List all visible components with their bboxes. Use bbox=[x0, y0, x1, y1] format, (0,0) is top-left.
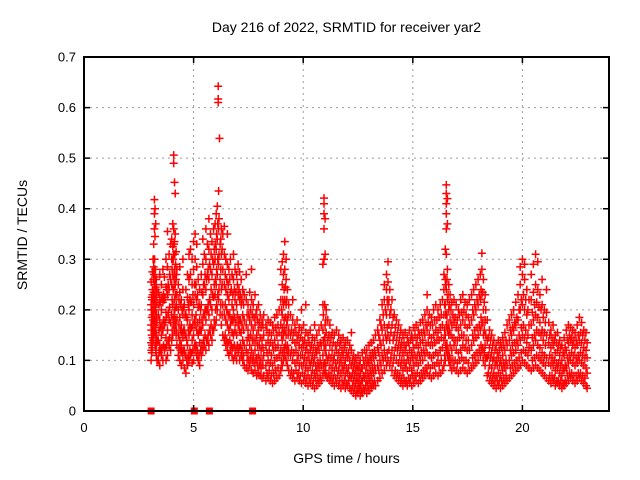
chart-title: Day 216 of 2022, SRMTID for receiver yar… bbox=[211, 19, 482, 35]
svg-text:0.2: 0.2 bbox=[58, 302, 76, 317]
x-tick-labels: 0 5 10 15 20 bbox=[80, 420, 529, 435]
plot-border-and-ticks bbox=[83, 56, 610, 412]
svg-text:5: 5 bbox=[190, 420, 197, 435]
x-axis-label: GPS time / hours bbox=[293, 450, 400, 466]
svg-text:20: 20 bbox=[515, 420, 529, 435]
svg-text:0.4: 0.4 bbox=[58, 201, 76, 216]
svg-text:0.7: 0.7 bbox=[58, 50, 76, 65]
svg-text:0.6: 0.6 bbox=[58, 100, 76, 115]
data-points bbox=[147, 82, 592, 400]
svg-text:10: 10 bbox=[296, 420, 310, 435]
svg-text:15: 15 bbox=[406, 420, 420, 435]
y-tick-labels: 0 0.1 0.2 0.3 0.4 0.5 0.6 0.7 bbox=[58, 50, 76, 419]
svg-text:0: 0 bbox=[80, 420, 87, 435]
svg-text:0.3: 0.3 bbox=[58, 252, 76, 267]
svg-text:0: 0 bbox=[69, 404, 76, 419]
svg-text:0.5: 0.5 bbox=[58, 151, 76, 166]
svg-text:0.1: 0.1 bbox=[58, 353, 76, 368]
